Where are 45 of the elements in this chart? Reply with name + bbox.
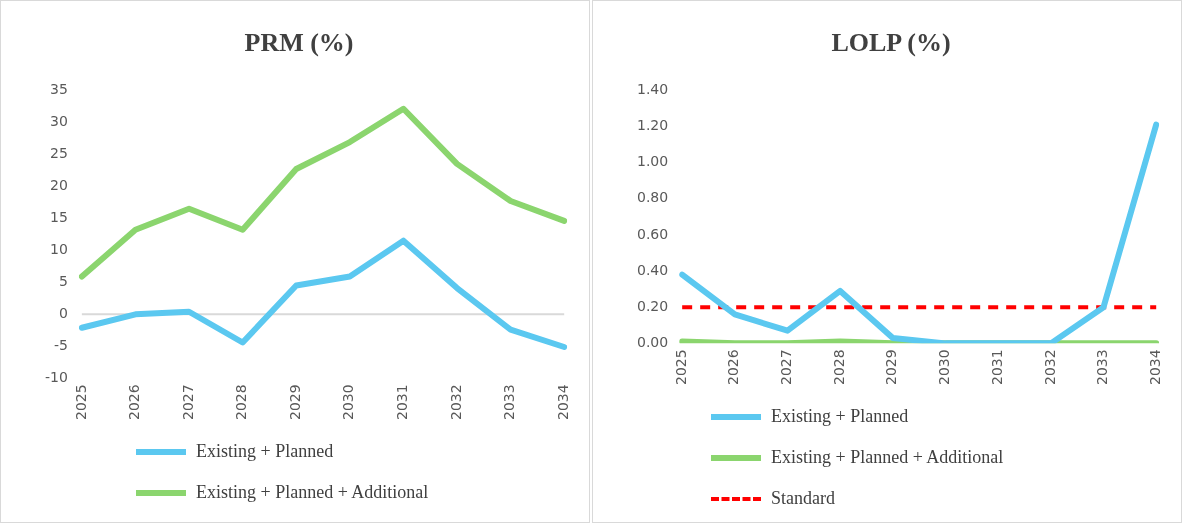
y-tick-label: 20: [50, 176, 68, 193]
legend-label: Standard: [771, 488, 835, 509]
y-tick-label: -5: [53, 336, 68, 353]
x-tick-label: 2030: [340, 384, 357, 421]
y-tick-label: 1.20: [637, 117, 669, 134]
legend-label: Existing + Planned: [771, 406, 909, 427]
x-tick-label: 2033: [501, 384, 518, 421]
x-tick-label: 2027: [778, 349, 795, 386]
y-tick-label: 0: [58, 304, 68, 321]
y-tick-label: 30: [50, 112, 68, 129]
y-tick-label: 0.40: [637, 261, 669, 278]
x-tick-label: 2031: [988, 349, 1005, 386]
x-tick-label: 2028: [233, 384, 250, 421]
y-tick-label: 0.20: [637, 297, 669, 314]
x-tick-label: 2029: [883, 349, 900, 386]
y-tick-label: -10: [44, 369, 68, 386]
x-tick-label: 2028: [830, 349, 847, 386]
x-tick-label: 2026: [725, 349, 742, 386]
x-tick-label: 2032: [1041, 349, 1058, 386]
y-tick-label: 0.80: [637, 189, 669, 206]
x-tick-label: 2025: [672, 349, 689, 386]
y-tick-label: 15: [50, 208, 68, 225]
chart-title: PRM (%): [244, 28, 354, 58]
y-tick-label: 1.00: [637, 153, 669, 170]
x-tick-label: 2029: [286, 384, 303, 421]
y-tick-label: 0.00: [637, 334, 669, 351]
y-tick-label: 1.40: [637, 80, 669, 97]
legend-label: Existing + Planned + Additional: [196, 482, 429, 503]
y-tick-label: 10: [50, 240, 68, 257]
y-tick-label: 35: [50, 80, 68, 97]
chart-title: LOLP (%): [831, 28, 951, 58]
x-tick-label: 2034: [554, 384, 571, 421]
legend-label: Existing + Planned + Additional: [771, 447, 1004, 468]
x-tick-label: 2025: [72, 384, 89, 421]
x-tick-label: 2034: [1146, 349, 1163, 386]
y-tick-label: 5: [58, 272, 68, 289]
legend-label: Existing + Planned: [196, 441, 334, 462]
y-tick-label: 25: [50, 144, 68, 161]
x-tick-label: 2033: [1094, 349, 1111, 386]
x-tick-label: 2027: [179, 384, 196, 421]
x-tick-label: 2026: [126, 384, 143, 421]
x-tick-label: 2032: [447, 384, 464, 421]
y-tick-label: 0.60: [637, 225, 669, 242]
x-tick-label: 2031: [394, 384, 411, 421]
x-tick-label: 2030: [936, 349, 953, 386]
